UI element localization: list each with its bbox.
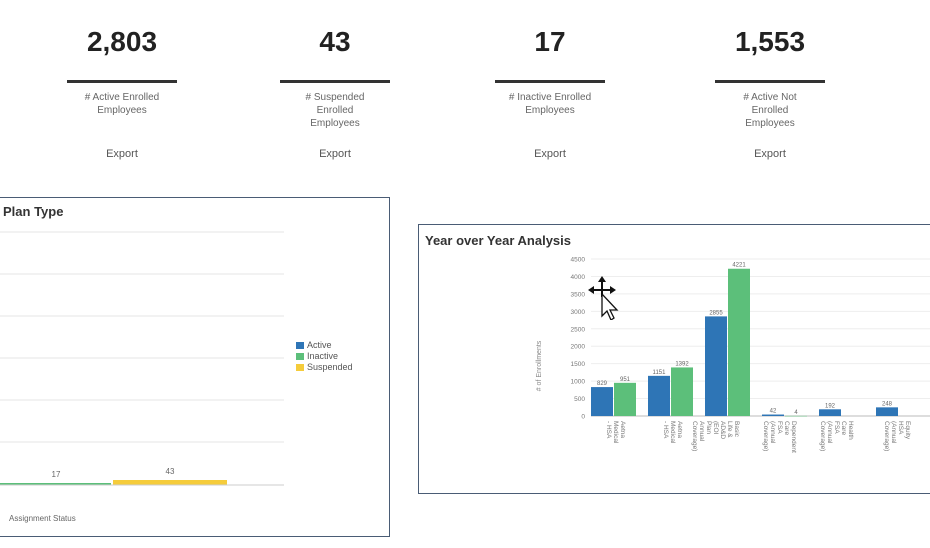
kpi-divider <box>67 80 177 83</box>
kpi-suspended-enrolled: 43 # Suspended Enrolled Employees Export <box>255 0 415 160</box>
data-label: 951 <box>620 377 631 383</box>
data-label: 42 <box>770 409 777 415</box>
y-tick-label: 0 <box>581 414 585 421</box>
kpi-divider <box>280 80 390 83</box>
plan-type-chart: 17 43 <box>0 231 284 486</box>
data-label: 1392 <box>675 361 689 367</box>
move-cursor-icon <box>588 276 619 320</box>
legend-item-active: Active <box>296 340 332 350</box>
export-link[interactable]: Export <box>106 148 138 160</box>
bar-active <box>648 375 670 416</box>
year-over-year-panel: Year over Year Analysis # of Enrollments… <box>418 224 930 494</box>
y-tick-label: 3000 <box>571 309 586 316</box>
year-over-year-chart: # of Enrollments 45004000350030002500200… <box>536 257 930 453</box>
kpi-active-not-enrolled: 1,553 # Active Not Enrolled Employees Ex… <box>690 0 850 160</box>
y-tick-label: 500 <box>574 396 585 403</box>
bar-inactive <box>671 367 693 416</box>
export-link[interactable]: Export <box>754 148 786 160</box>
kpi-active-enrolled: 2,803 # Active Enrolled Employees Export <box>42 0 202 160</box>
panel-title: Plan Type <box>3 204 64 219</box>
bar-inactive <box>614 382 636 416</box>
kpi-value: 43 <box>319 26 351 57</box>
export-link[interactable]: Export <box>319 148 351 160</box>
data-label: 4221 <box>732 263 746 269</box>
x-tick-label: HealthCareFSA(AnnualCoverage) <box>819 421 854 451</box>
y-tick-label: 4500 <box>571 257 586 264</box>
kpi-value: 17 <box>534 26 566 57</box>
inactive-bar <box>0 483 111 485</box>
x-tick-label: AetnaMedical- HSA <box>662 421 683 444</box>
x-axis-label: Assignment Status <box>9 514 76 523</box>
panel-title: Year over Year Analysis <box>425 233 571 248</box>
bar-active <box>876 407 898 416</box>
data-label: 248 <box>882 401 893 407</box>
kpi-label: # Suspended Enrolled Employees <box>305 92 365 129</box>
kpi-value: 1,553 <box>734 26 806 57</box>
kpi-label: # Active Not Enrolled Employees <box>743 92 797 129</box>
x-tick-label: BasicLife &AD&D(EOIPlanAnnualCoverage) <box>691 421 740 451</box>
kpi-divider <box>715 80 825 83</box>
x-tick-label: DependentCareFSA(AnnualCoverage) <box>762 421 797 453</box>
bar-inactive <box>785 415 807 417</box>
y-tick-label: 4000 <box>571 274 586 281</box>
legend-item-suspended: Suspended <box>296 362 353 372</box>
bar-active <box>591 387 613 416</box>
y-tick-label: 3500 <box>571 291 586 298</box>
data-label: 17 <box>52 470 61 479</box>
legend-label: Active <box>307 340 332 350</box>
data-label: 829 <box>597 381 608 387</box>
plan-type-panel: Plan Type 17 43 Active Inactive Suspende… <box>0 197 390 537</box>
legend-swatch <box>296 353 304 361</box>
kpi-inactive-enrolled: 17 # Inactive Enrolled Employees Export <box>470 0 630 160</box>
legend-swatch <box>296 342 304 350</box>
data-label: 43 <box>166 467 175 476</box>
y-tick-label: 2500 <box>571 326 586 333</box>
kpi-divider <box>495 80 605 83</box>
legend-item-inactive: Inactive <box>296 351 338 361</box>
legend-swatch <box>296 364 304 372</box>
legend-label: Suspended <box>307 362 353 372</box>
y-tick-label: 1500 <box>571 361 586 368</box>
y-tick-label: 2000 <box>571 344 586 351</box>
data-label: 1151 <box>653 370 667 376</box>
export-link[interactable]: Export <box>534 148 566 160</box>
y-tick-label: 1000 <box>571 379 586 386</box>
x-tick-label: EquityHSA(AnnualCoverage) <box>883 421 911 451</box>
legend-label: Inactive <box>307 351 339 361</box>
suspended-bar <box>113 480 227 485</box>
kpi-label: # Active Enrolled Employees <box>84 92 160 116</box>
x-tick-label: AetnaMedical- HSA <box>605 421 626 444</box>
y-axis-label: # of Enrollments <box>536 340 543 391</box>
bar-inactive <box>728 268 750 416</box>
data-label: 2855 <box>709 310 723 316</box>
bar-active <box>705 316 727 416</box>
bar-active <box>762 414 784 416</box>
data-label: 192 <box>825 403 836 409</box>
bar-active <box>819 409 841 416</box>
kpi-value: 2,803 <box>86 26 158 57</box>
data-label: 4 <box>794 410 798 416</box>
kpi-label: # Inactive Enrolled Employees <box>508 92 592 116</box>
